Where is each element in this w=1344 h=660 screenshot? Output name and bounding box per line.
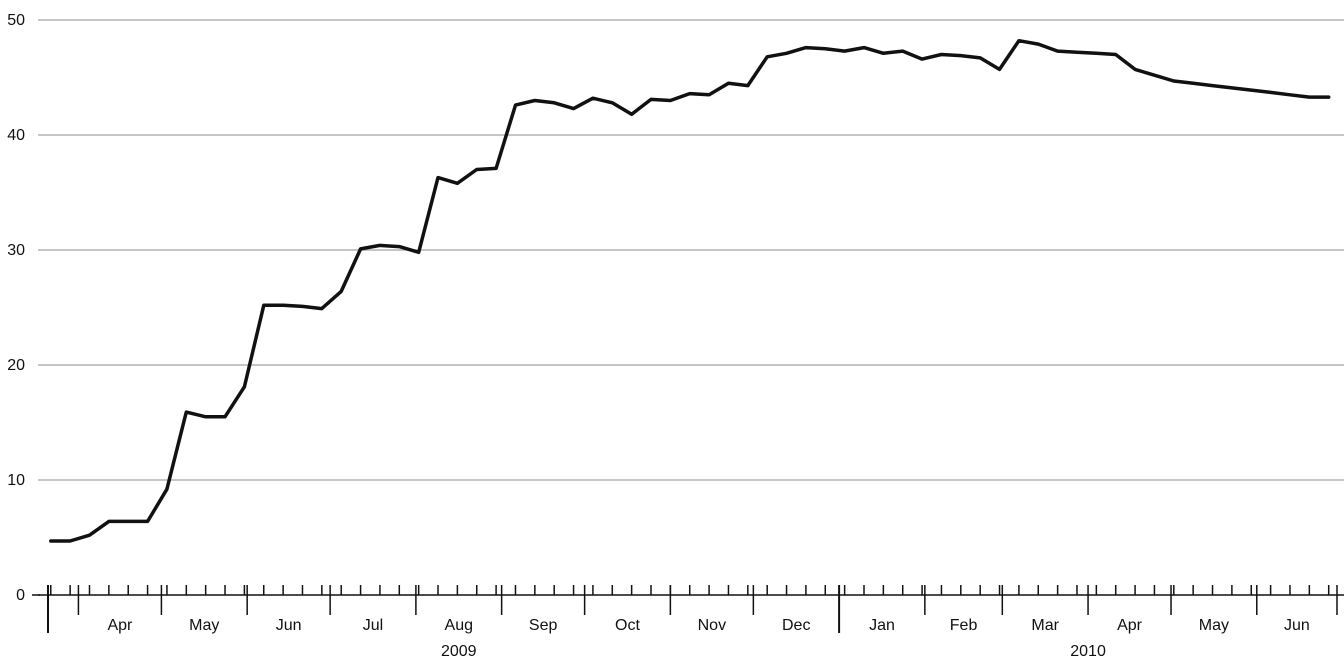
x-month-label: Nov (698, 617, 726, 634)
y-tick-label: 10 (7, 472, 25, 489)
x-month-label: Jun (276, 617, 302, 634)
y-tick-label: 40 (7, 127, 25, 144)
x-month-label: May (189, 617, 219, 634)
series-group (49, 38, 1331, 543)
x-month-label: Jan (869, 617, 895, 634)
x-month-label: Aug (445, 617, 473, 634)
x-month-label: Apr (1117, 617, 1143, 634)
x-year-label: 2009 (441, 643, 477, 660)
y-tick-label: 30 (7, 242, 25, 259)
x-month-label: Sep (529, 617, 558, 634)
x-month-label: Jun (1284, 617, 1310, 634)
y-tick-label: 0 (16, 587, 25, 604)
y-tick-label: 20 (7, 357, 25, 374)
x-year-label: 2010 (1070, 643, 1106, 660)
x-month-label: May (1199, 617, 1229, 634)
x-month-label: Apr (107, 617, 133, 634)
gridlines (38, 19, 1344, 481)
series-line (49, 38, 1331, 543)
x-month-label: Dec (782, 617, 810, 634)
y-axis: 0 10 20 30 40 50 (7, 12, 40, 604)
y-tick-label: 50 (7, 12, 25, 29)
x-axis: Apr May Jun Jul Aug Sep Oct Nov Dec Jan Feb Mar Apr M… (38, 585, 1344, 660)
x-month-label: Mar (1031, 617, 1059, 634)
x-month-label: Jul (363, 617, 383, 634)
x-month-label: Feb (950, 617, 978, 634)
x-month-label: Oct (615, 617, 640, 634)
